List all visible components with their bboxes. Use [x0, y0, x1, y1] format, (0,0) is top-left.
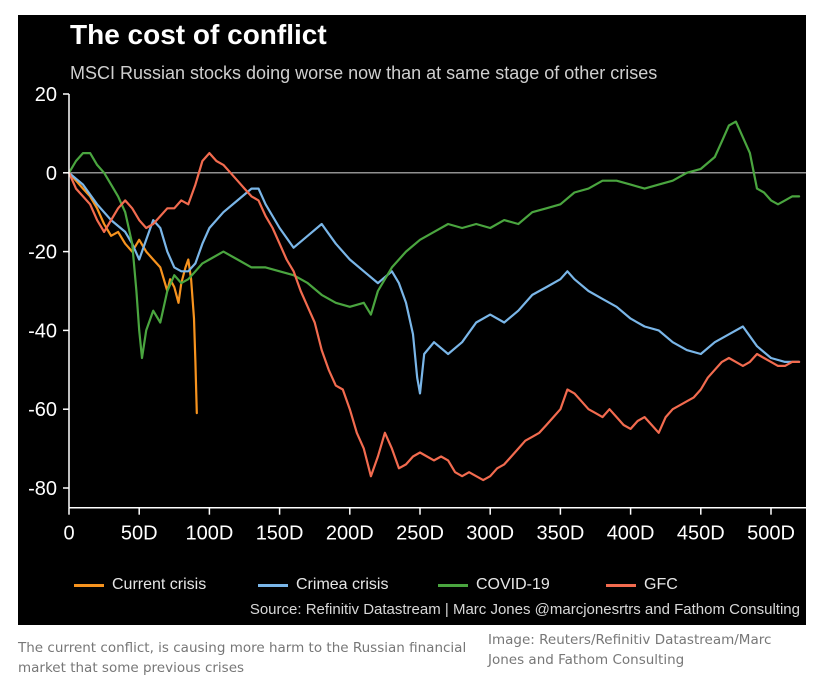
legend-swatch: [438, 583, 468, 587]
legend-label: Crimea crisis: [296, 576, 389, 593]
legend: Current crisis Crimea crisis COVID-19 GF…: [74, 576, 804, 598]
x-tick-label: 350D: [536, 523, 584, 545]
x-tick-label: 100D: [185, 523, 233, 545]
legend-item-crimea-crisis: Crimea crisis: [258, 576, 388, 594]
y-tick-label: -20: [28, 242, 57, 264]
x-tick-label: 50D: [121, 523, 158, 545]
x-tick-label: 450D: [677, 523, 725, 545]
legend-swatch: [74, 583, 104, 587]
x-tick-label: 400D: [607, 523, 655, 545]
legend-swatch: [258, 583, 288, 587]
y-tick-label: -60: [28, 399, 57, 421]
x-tick-label: 0: [63, 523, 74, 545]
source-note: Source: Refinitiv Datastream | Marc Jone…: [249, 601, 800, 618]
series-line-current-crisis: [67, 171, 198, 415]
legend-item-current-crisis: Current crisis: [74, 576, 206, 594]
series-line-covid-19: [67, 120, 801, 360]
legend-item-gfc: GFC: [606, 576, 678, 594]
legend-swatch: [606, 583, 636, 587]
y-tick-label: -40: [28, 320, 57, 342]
y-tick-label: 0: [46, 163, 57, 185]
legend-label: GFC: [644, 576, 678, 593]
y-tick-label: 20: [35, 84, 57, 106]
x-tick-label: 150D: [256, 523, 304, 545]
y-tick-label: -80: [28, 478, 57, 500]
legend-label: COVID-19: [476, 576, 550, 593]
series-layer: [67, 120, 801, 482]
series-line-gfc: [67, 152, 801, 482]
image-caption: The current conflict, is causing more ha…: [18, 640, 467, 676]
chart-subtitle: MSCI Russian stocks doing worse now than…: [70, 63, 658, 83]
legend-item-covid-19: COVID-19: [438, 576, 550, 594]
chart-title: The cost of conflict: [70, 19, 327, 50]
x-tick-label: 200D: [326, 523, 374, 545]
series-line-crimea-crisis: [67, 171, 801, 395]
x-tick-label: 300D: [466, 523, 514, 545]
x-tick-label: 250D: [396, 523, 444, 545]
axis-layer: 20 0 -20 -40 -60 -80 0 50D 100D 150D 200D 250D 300D 3…: [28, 84, 806, 545]
line-chart: 20 0 -20 -40 -60 -80 0 50D 100D 150D 200D 250D 300D 3…: [28, 84, 806, 545]
chart-panel: The cost of conflict MSCI Russian stocks…: [18, 15, 806, 625]
legend-label: Current crisis: [112, 576, 207, 593]
x-tick-label: 500D: [747, 523, 795, 545]
image-credit: Image: Reuters/Refinitiv Datastream/Marc…: [488, 632, 772, 668]
